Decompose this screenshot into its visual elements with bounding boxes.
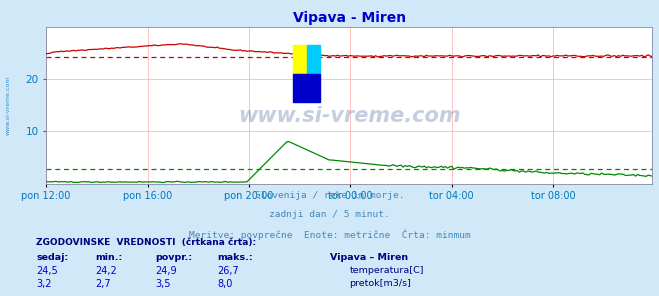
Text: ZGODOVINSKE  VREDNOSTI  (črtkana črta):: ZGODOVINSKE VREDNOSTI (črtkana črta): [36,238,256,247]
Text: 8,0: 8,0 [217,279,233,289]
Text: pretok[m3/s]: pretok[m3/s] [349,279,411,288]
Text: Slovenija / reke in morje.: Slovenija / reke in morje. [255,191,404,200]
Text: www.si-vreme.com: www.si-vreme.com [6,75,11,135]
Text: 3,2: 3,2 [36,279,52,289]
Bar [293,46,307,74]
Text: 24,2: 24,2 [96,266,117,276]
Text: Vipava – Miren: Vipava – Miren [330,253,408,262]
Text: temperatura[C]: temperatura[C] [349,266,424,275]
Text: 24,5: 24,5 [36,266,58,276]
Text: 26,7: 26,7 [217,266,239,276]
Text: 3,5: 3,5 [155,279,171,289]
Title: Vipava - Miren: Vipava - Miren [293,12,406,25]
Text: www.si-vreme.com: www.si-vreme.com [238,106,461,126]
Text: Meritve: povprečne  Enote: metrične  Črta: minmum: Meritve: povprečne Enote: metrične Črta:… [188,229,471,240]
Text: sedaj:: sedaj: [36,253,69,262]
Bar [307,46,320,74]
Text: 24,9: 24,9 [155,266,177,276]
Text: min.:: min.: [96,253,123,262]
Text: povpr.:: povpr.: [155,253,192,262]
Text: maks.:: maks.: [217,253,253,262]
Text: zadnji dan / 5 minut.: zadnji dan / 5 minut. [269,210,390,219]
Bar [293,74,320,102]
Text: 2,7: 2,7 [96,279,111,289]
